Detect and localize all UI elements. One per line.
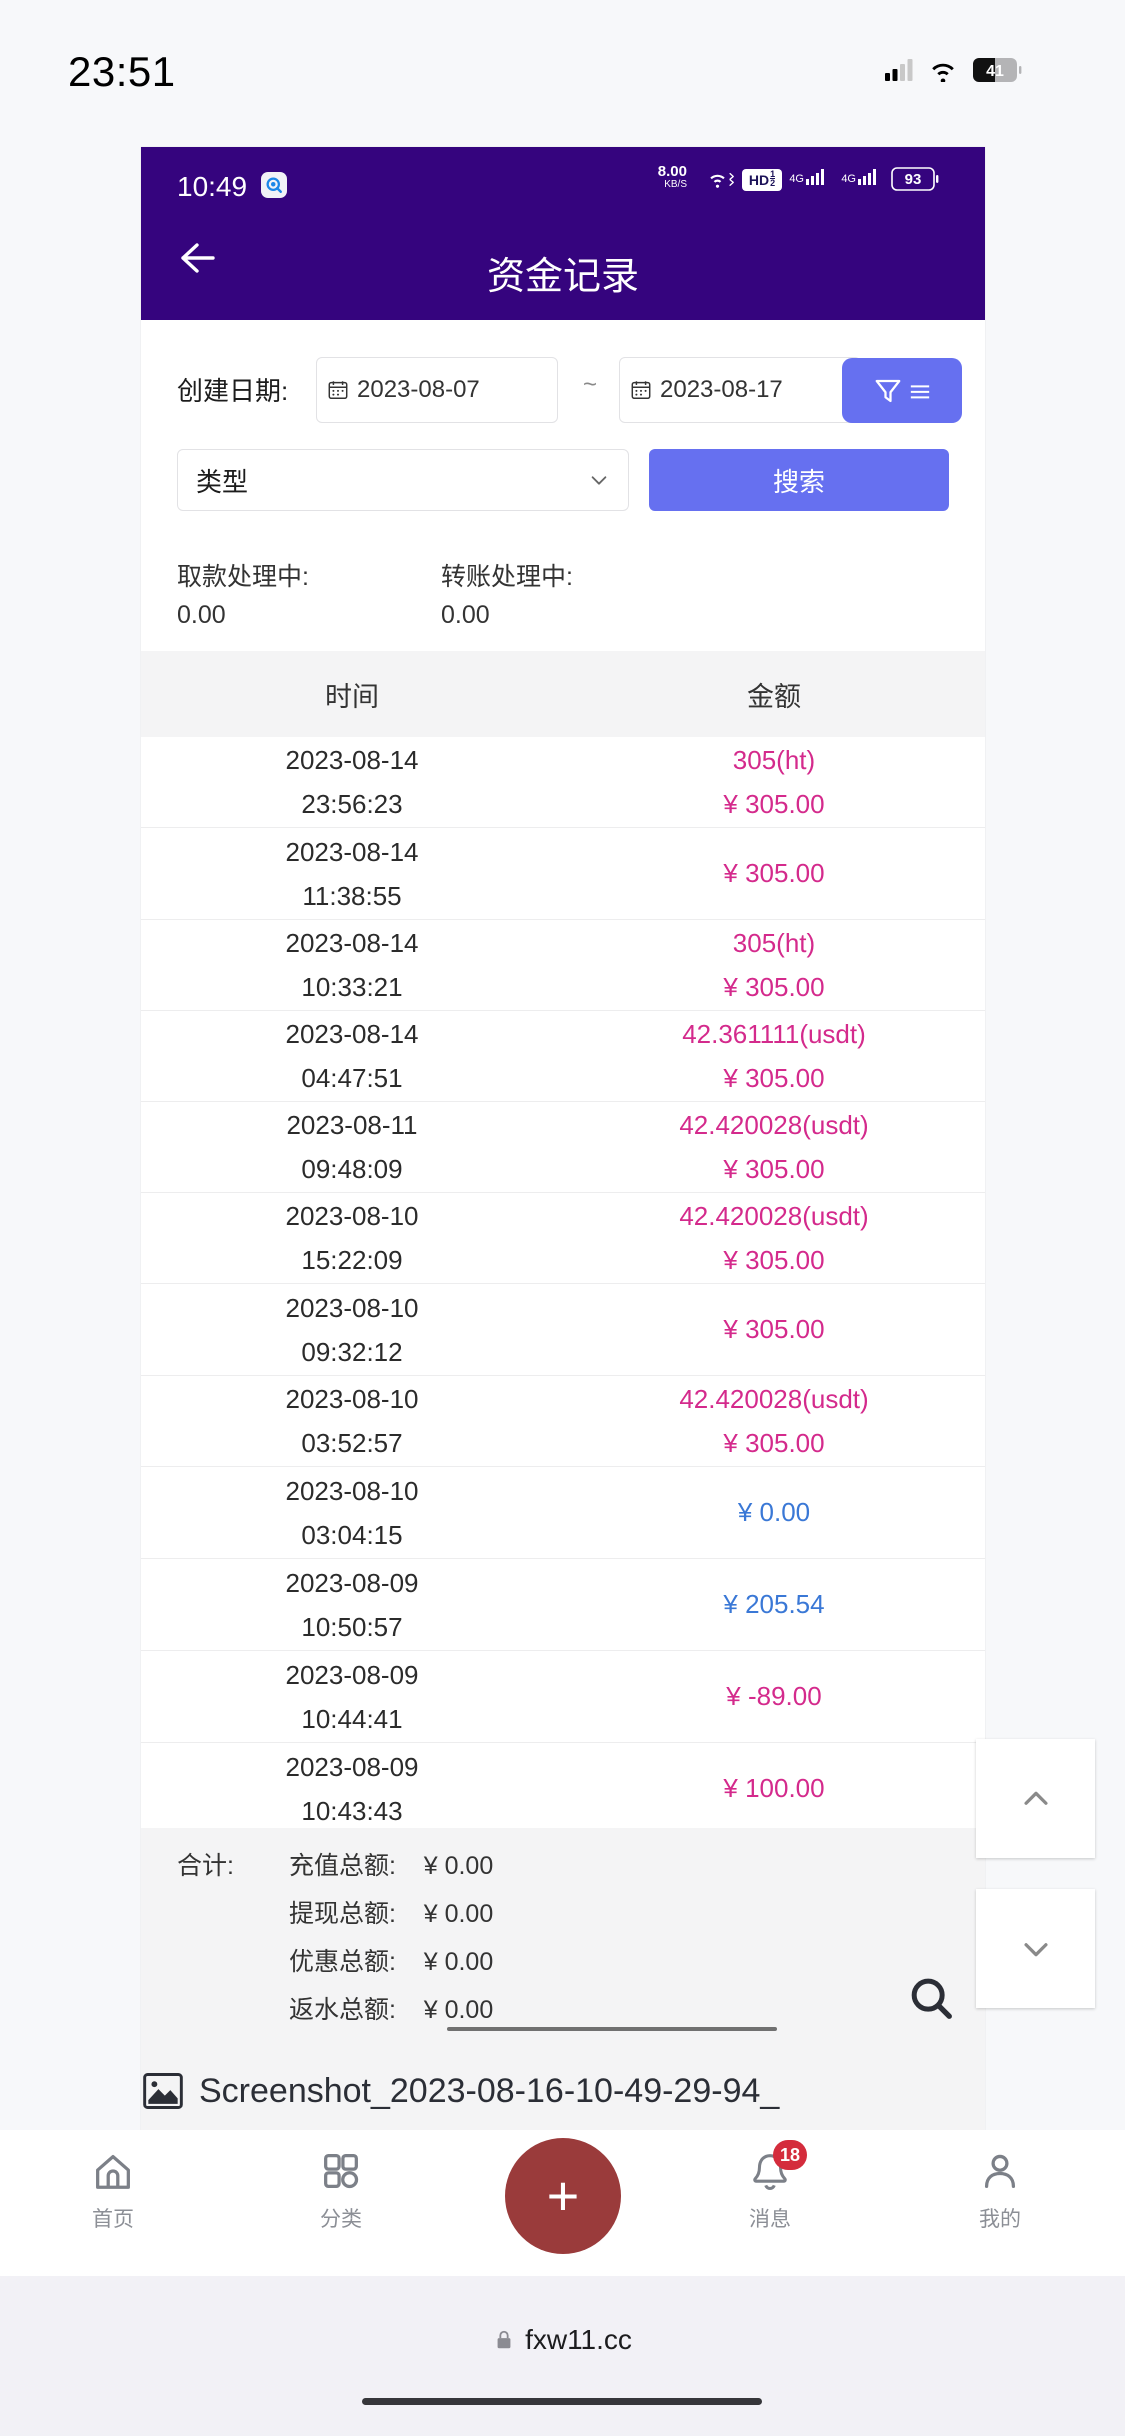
svg-text:41: 41 xyxy=(986,63,1004,80)
svg-text:93: 93 xyxy=(905,171,922,188)
